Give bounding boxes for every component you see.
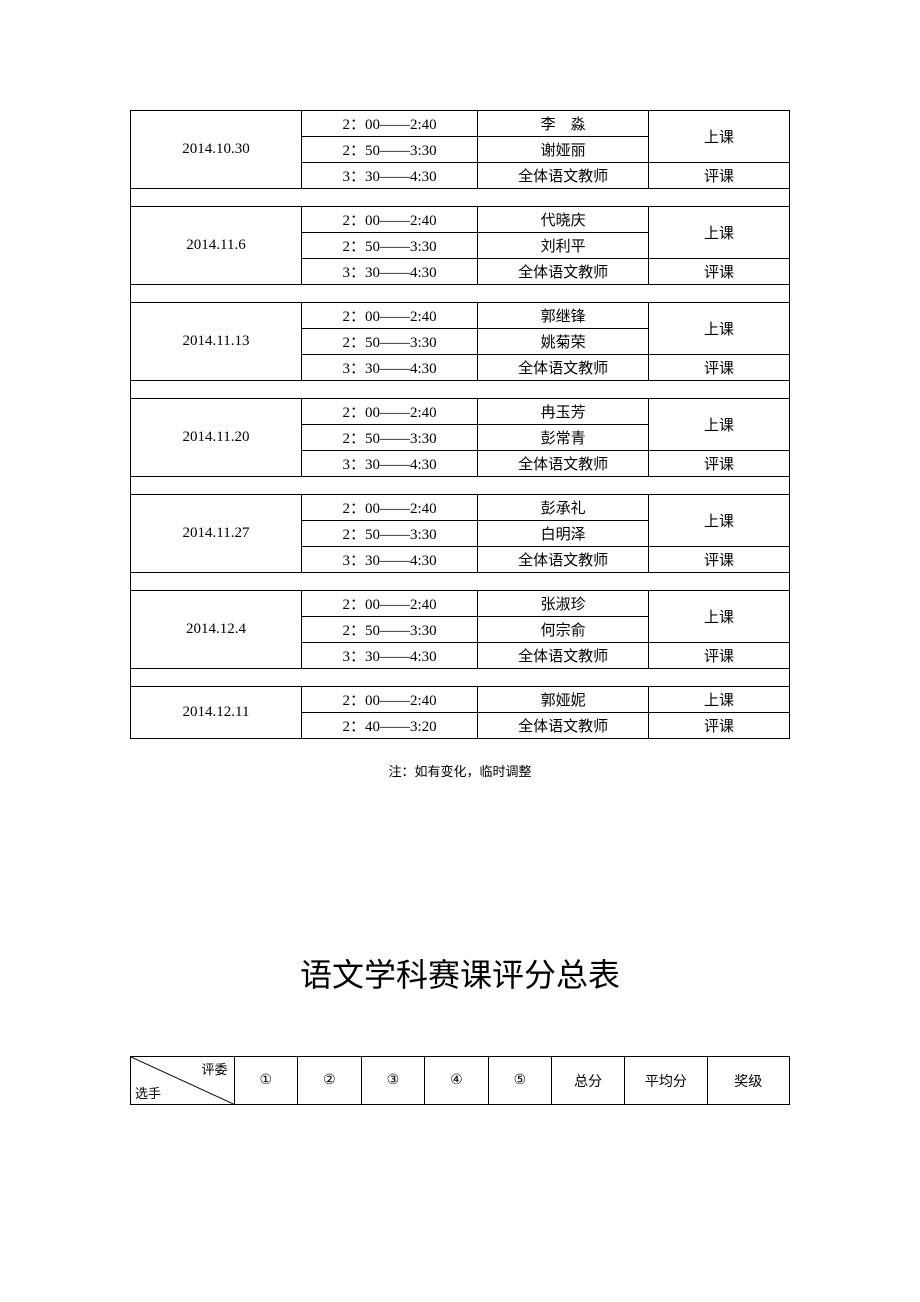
col-1: ① (234, 1057, 298, 1105)
spacer-row (131, 573, 790, 591)
spacer-row (131, 285, 790, 303)
score-title: 语文学科赛课评分总表 (130, 950, 790, 996)
col-3: ③ (361, 1057, 425, 1105)
name-cell: 全体语文教师 (478, 451, 649, 477)
name-cell: 全体语文教师 (478, 713, 649, 739)
name-cell: 刘利平 (478, 233, 649, 259)
type-cell: 评课 (649, 355, 790, 381)
schedule-row: 2014.12.42：00——2:40张淑珍上课 (131, 591, 790, 617)
time-cell: 2：50——3:30 (302, 617, 478, 643)
score-table: 评委 选手 ① ② ③ ④ ⑤ 总分 平均分 奖级 (130, 1056, 790, 1105)
time-cell: 2：50——3:30 (302, 425, 478, 451)
spacer-row (131, 477, 790, 495)
col-2: ② (298, 1057, 362, 1105)
date-cell: 2014.12.4 (131, 591, 302, 669)
time-cell: 3：30——4:30 (302, 259, 478, 285)
date-cell: 2014.11.13 (131, 303, 302, 381)
name-cell: 全体语文教师 (478, 259, 649, 285)
col-award: 奖级 (707, 1057, 789, 1105)
time-cell: 2：50——3:30 (302, 137, 478, 163)
name-cell: 彭承礼 (478, 495, 649, 521)
date-cell: 2014.11.6 (131, 207, 302, 285)
type-cell: 上课 (649, 591, 790, 643)
name-cell: 全体语文教师 (478, 643, 649, 669)
spacer-cell (131, 477, 790, 495)
name-cell: 彭常青 (478, 425, 649, 451)
spacer-cell (131, 669, 790, 687)
type-cell: 评课 (649, 713, 790, 739)
type-cell: 上课 (649, 207, 790, 259)
type-cell: 评课 (649, 163, 790, 189)
type-cell: 评课 (649, 643, 790, 669)
col-avg: 平均分 (625, 1057, 707, 1105)
type-cell: 上课 (649, 111, 790, 163)
time-cell: 3：30——4:30 (302, 451, 478, 477)
diag-top-label: 评委 (202, 1059, 228, 1078)
name-cell: 姚菊荣 (478, 329, 649, 355)
col-4: ④ (425, 1057, 489, 1105)
name-cell: 白明泽 (478, 521, 649, 547)
time-cell: 3：30——4:30 (302, 163, 478, 189)
name-cell: 全体语文教师 (478, 547, 649, 573)
name-cell: 全体语文教师 (478, 355, 649, 381)
name-cell: 谢娅丽 (478, 137, 649, 163)
type-cell: 评课 (649, 451, 790, 477)
name-cell: 全体语文教师 (478, 163, 649, 189)
spacer-cell (131, 285, 790, 303)
schedule-row: 2014.10.302：00——2:40李 淼上课 (131, 111, 790, 137)
time-cell: 3：30——4:30 (302, 547, 478, 573)
type-cell: 上课 (649, 687, 790, 713)
time-cell: 2：40——3:20 (302, 713, 478, 739)
time-cell: 2：00——2:40 (302, 495, 478, 521)
name-cell: 代晓庆 (478, 207, 649, 233)
time-cell: 2：00——2:40 (302, 591, 478, 617)
time-cell: 2：00——2:40 (302, 687, 478, 713)
time-cell: 2：00——2:40 (302, 207, 478, 233)
name-cell: 冉玉芳 (478, 399, 649, 425)
col-5: ⑤ (488, 1057, 552, 1105)
schedule-row: 2014.11.132：00——2:40郭继锋上课 (131, 303, 790, 329)
type-cell: 评课 (649, 547, 790, 573)
schedule-row: 2014.12.112：00——2:40郭娅妮上课 (131, 687, 790, 713)
time-cell: 3：30——4:30 (302, 355, 478, 381)
name-cell: 郭娅妮 (478, 687, 649, 713)
col-total: 总分 (552, 1057, 625, 1105)
spacer-cell (131, 189, 790, 207)
schedule-row: 2014.11.62：00——2:40代晓庆上课 (131, 207, 790, 233)
diagonal-header-cell: 评委 选手 (131, 1057, 235, 1105)
date-cell: 2014.11.20 (131, 399, 302, 477)
spacer-cell (131, 381, 790, 399)
score-header-row: 评委 选手 ① ② ③ ④ ⑤ 总分 平均分 奖级 (131, 1057, 790, 1105)
spacer-row (131, 381, 790, 399)
date-cell: 2014.11.27 (131, 495, 302, 573)
time-cell: 2：00——2:40 (302, 303, 478, 329)
time-cell: 3：30——4:30 (302, 643, 478, 669)
name-cell: 李 淼 (478, 111, 649, 137)
spacer-row (131, 669, 790, 687)
schedule-table: 2014.10.302：00——2:40李 淼上课2：50——3:30谢娅丽3：… (130, 110, 790, 739)
spacer-row (131, 189, 790, 207)
name-cell: 何宗俞 (478, 617, 649, 643)
diag-bot-label: 选手 (135, 1083, 161, 1102)
type-cell: 评课 (649, 259, 790, 285)
schedule-row: 2014.11.202：00——2:40冉玉芳上课 (131, 399, 790, 425)
time-cell: 2：50——3:30 (302, 329, 478, 355)
footnote: 注：如有变化，临时调整 (130, 761, 790, 780)
date-cell: 2014.12.11 (131, 687, 302, 739)
time-cell: 2：50——3:30 (302, 521, 478, 547)
schedule-row: 2014.11.272：00——2:40彭承礼上课 (131, 495, 790, 521)
time-cell: 2：50——3:30 (302, 233, 478, 259)
name-cell: 张淑珍 (478, 591, 649, 617)
type-cell: 上课 (649, 399, 790, 451)
time-cell: 2：00——2:40 (302, 399, 478, 425)
spacer-cell (131, 573, 790, 591)
type-cell: 上课 (649, 495, 790, 547)
date-cell: 2014.10.30 (131, 111, 302, 189)
time-cell: 2：00——2:40 (302, 111, 478, 137)
name-cell: 郭继锋 (478, 303, 649, 329)
type-cell: 上课 (649, 303, 790, 355)
